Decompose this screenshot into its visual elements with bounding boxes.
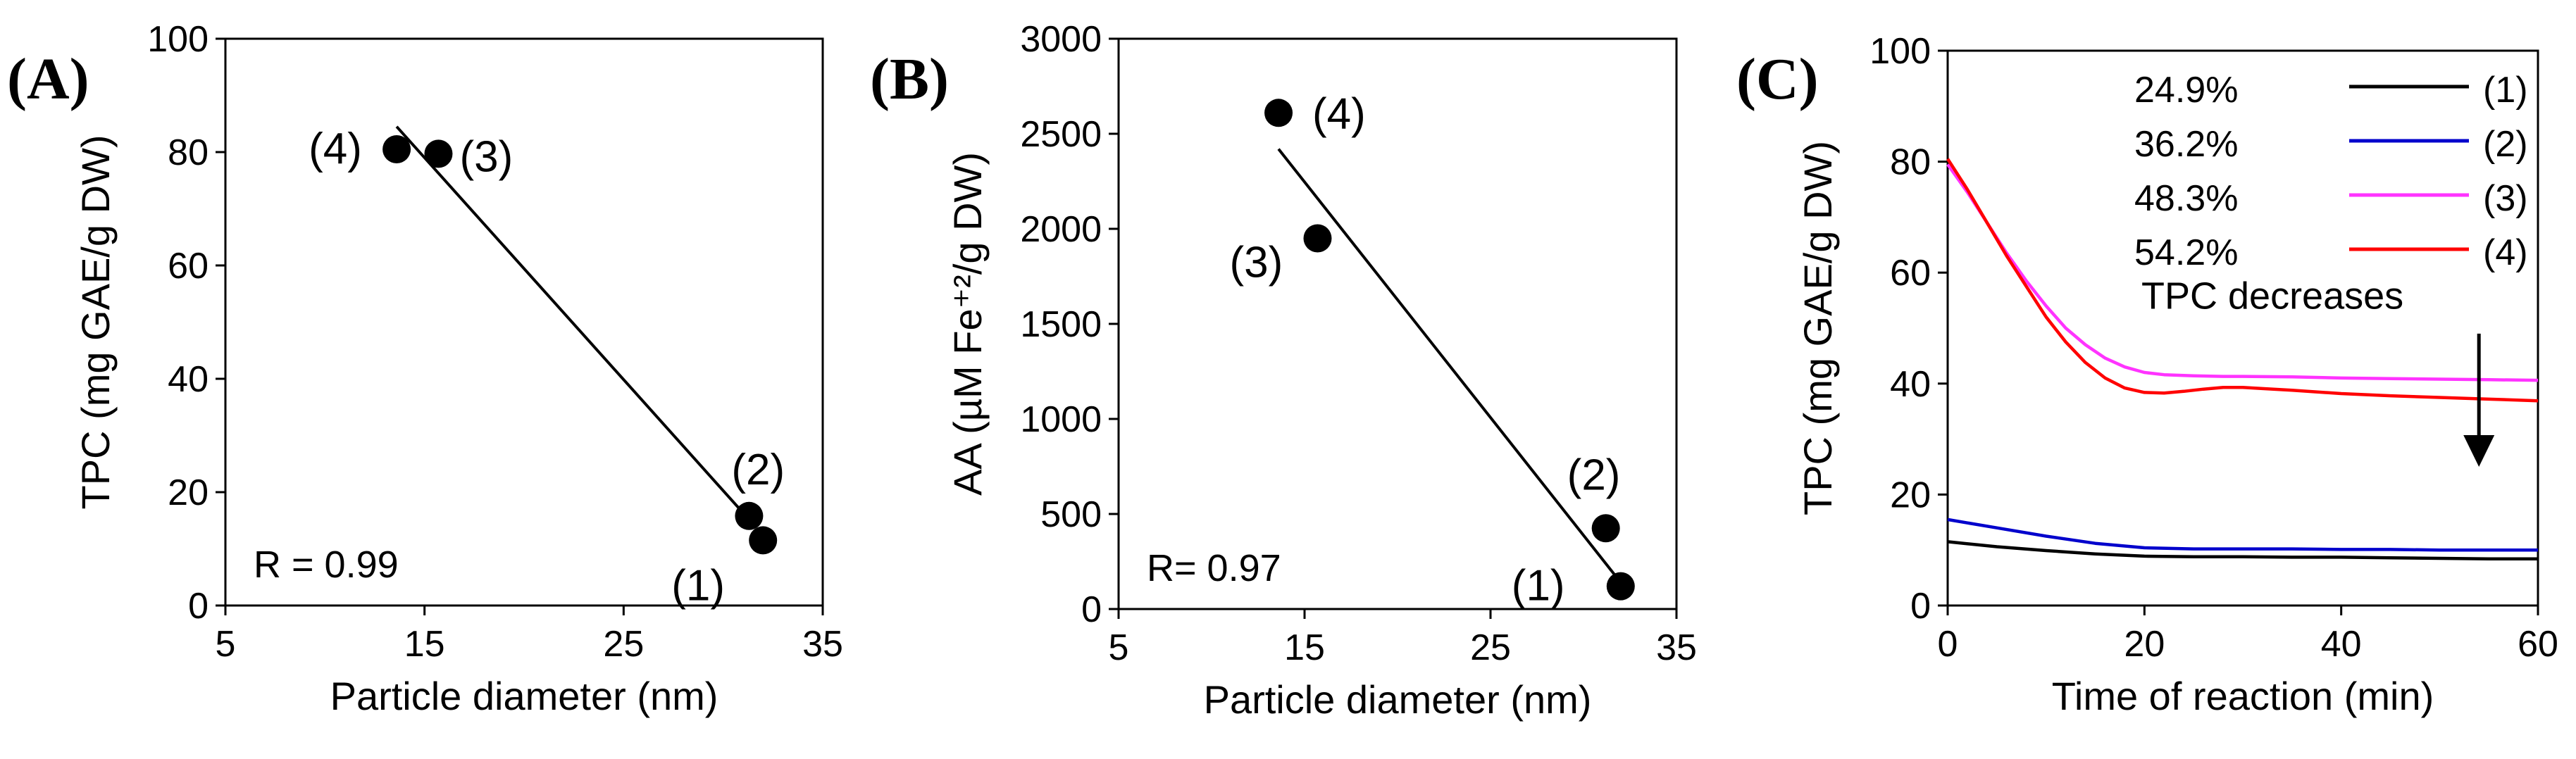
y-tick-label: 3000: [1020, 19, 1102, 60]
data-point: [1303, 224, 1332, 253]
x-tick-label: 5: [1109, 627, 1129, 668]
y-axis-label: TPC (mg GAE/g DW): [73, 134, 118, 509]
point-label: (4): [309, 125, 362, 173]
x-axis-label: Particle diameter (nm): [1204, 677, 1592, 722]
data-point: [749, 526, 778, 555]
x-axis-label: Particle diameter (nm): [330, 674, 718, 718]
y-tick-label: 60: [1890, 253, 1931, 294]
series-line-4: [1946, 158, 2539, 403]
legend-name: (4): [2483, 232, 2528, 273]
x-tick-label: 40: [2321, 624, 2362, 665]
series-line-2: [1947, 518, 2538, 552]
x-tick-label: 0: [1938, 624, 1958, 665]
x-tick-label: 60: [2518, 624, 2558, 665]
y-tick-label: 0: [188, 586, 209, 627]
plot-frame: [1946, 49, 2539, 607]
y-tick-label: 20: [168, 472, 209, 513]
y-tick-label: 1000: [1020, 399, 1102, 440]
y-tick-label: 100: [1869, 31, 1931, 72]
legend-name: (3): [2483, 178, 2528, 219]
legend-name: (1): [2483, 70, 2528, 111]
x-tick-label: 5: [216, 624, 236, 665]
point-label: (1): [671, 561, 725, 610]
y-tick-label: 0: [1081, 589, 1102, 630]
y-tick-label: 80: [1890, 142, 1931, 183]
data-point: [735, 501, 764, 530]
x-tick-label: 15: [1284, 627, 1325, 668]
y-tick-label: 1500: [1020, 304, 1102, 345]
fit-line: [1277, 148, 1622, 584]
y-tick-label: 60: [168, 246, 209, 287]
legend-pct: 24.9%: [2134, 70, 2238, 111]
fit-line: [395, 125, 757, 527]
legend-pct: 54.2%: [2134, 232, 2238, 273]
x-tick-label: 35: [1656, 627, 1697, 668]
legend-pct: 36.2%: [2134, 124, 2238, 165]
x-axis-label: Time of reaction (min): [2052, 674, 2434, 718]
y-tick-label: 2000: [1020, 209, 1102, 250]
point-label: (2): [731, 446, 785, 494]
point-label: (4): [1312, 89, 1366, 138]
point-label: (3): [1229, 239, 1283, 287]
y-tick-label: 2500: [1020, 114, 1102, 155]
panel-3: (C) 0 20 40 60 80 100 0 20 40 60 Time of reaction (…: [1736, 31, 2558, 718]
panel-letter: (B): [870, 46, 949, 112]
y-tick-label: 100: [147, 19, 209, 60]
panel-letter: (C): [1736, 46, 1819, 112]
data-point: [1264, 99, 1293, 127]
annotation-text: TPC decreases: [2141, 275, 2403, 317]
panel-1: (A) 0 20 40 60 80 100 5 15 25 35 Particle diameter …: [7, 19, 843, 718]
y-tick-label: 0: [1910, 586, 1931, 627]
legend-name: (2): [2483, 124, 2528, 165]
y-tick-label: 40: [168, 359, 209, 400]
plot-frame: [224, 37, 824, 607]
data-point: [1606, 572, 1635, 601]
point-label: (3): [459, 132, 513, 181]
point-label: (1): [1512, 562, 1565, 610]
data-point: [424, 139, 453, 168]
r-annotation: R = 0.99: [254, 544, 399, 586]
x-tick-label: 35: [802, 624, 843, 665]
y-tick-label: 80: [168, 132, 209, 173]
y-axis-label: TPC (mg GAE/g DW): [1796, 141, 1840, 515]
data-point: [382, 134, 411, 163]
y-tick-label: 500: [1040, 494, 1102, 535]
y-axis-label: AA (µM Fe⁺²/g DW): [945, 152, 990, 496]
x-tick-label: 15: [404, 624, 445, 665]
data-point: [1591, 514, 1620, 543]
x-tick-label: 20: [2124, 624, 2165, 665]
y-tick-label: 40: [1890, 364, 1931, 405]
x-tick-label: 25: [603, 624, 644, 665]
y-tick-label: 20: [1890, 475, 1931, 515]
panel-letter: (A): [7, 46, 89, 112]
point-label: (2): [1567, 451, 1621, 499]
legend-pct: 48.3%: [2134, 178, 2238, 219]
series-line-3: [1946, 163, 2539, 382]
r-annotation: R= 0.97: [1147, 547, 1281, 589]
arrow-head: [2463, 435, 2495, 467]
x-tick-label: 25: [1470, 627, 1511, 668]
series-line-1: [1947, 540, 2538, 561]
panel-2: (B) 0 500 1000 1500 2000 2500 3000 5 15 25 35 Partic…: [870, 19, 1697, 722]
